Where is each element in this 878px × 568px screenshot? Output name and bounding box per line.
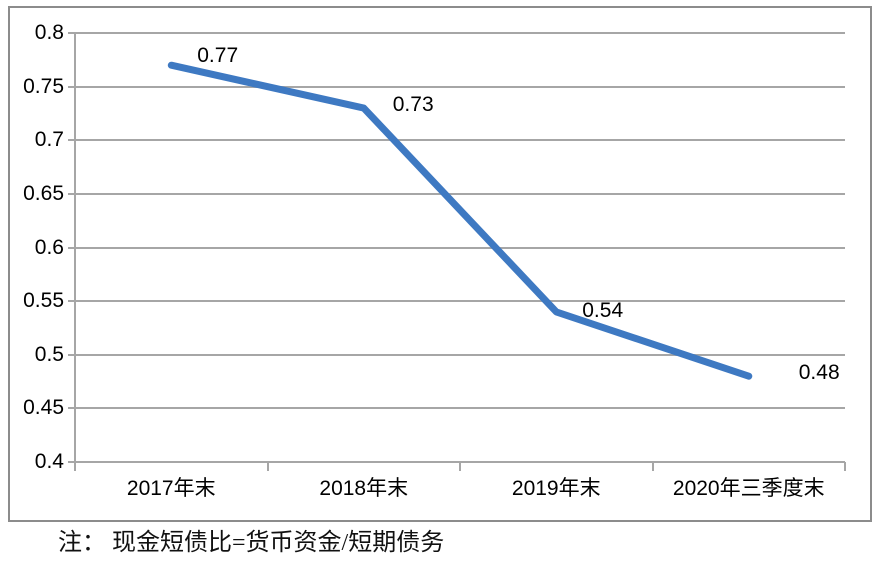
x-axis-tick [844, 462, 846, 471]
gridline [68, 192, 845, 195]
y-axis-label: 0.75 [23, 74, 64, 98]
y-axis-label: 0.45 [23, 396, 64, 420]
x-axis-tick [651, 462, 654, 471]
x-axis-category-label: 2019年末 [511, 477, 601, 500]
data-series-line [167, 61, 753, 380]
data-point-label: 0.48 [798, 361, 840, 385]
gridline [68, 139, 845, 142]
y-axis-label: 0.65 [23, 181, 64, 205]
chart-note: 注： 现金短债比=货币资金/短期债务 [58, 530, 445, 556]
y-axis-line [74, 33, 76, 471]
y-axis-label: 0.7 [34, 128, 64, 152]
y-axis-label: 0.5 [34, 342, 64, 366]
gridline [68, 461, 845, 463]
gridline [68, 246, 845, 249]
x-axis-tick [74, 462, 76, 471]
x-axis-category-label: 2020年三季度末 [672, 477, 825, 500]
y-axis-label: 0.6 [34, 235, 64, 259]
gridline [68, 300, 845, 303]
gridline [68, 32, 845, 34]
x-axis-category-label: 2017年末 [126, 477, 216, 500]
plot-area [167, 61, 753, 380]
gridline [68, 353, 845, 356]
data-point-label: 0.73 [392, 93, 434, 117]
data-point-label: 0.77 [197, 44, 239, 68]
gridline [68, 407, 845, 410]
y-axis-label: 0.4 [34, 450, 64, 473]
data-point-label: 0.54 [582, 298, 624, 322]
x-axis-tick [266, 462, 269, 471]
line-chart: 0.8 0.75 0.7 0.65 0.6 0.55 0.5 0.45 0.4 2017年末 201… [8, 6, 872, 522]
y-axis-label: 0.55 [23, 289, 64, 313]
gridline [68, 85, 845, 88]
x-axis-category-label: 2018年末 [319, 477, 409, 500]
x-axis-tick [459, 462, 461, 471]
y-axis-label: 0.8 [34, 21, 64, 44]
